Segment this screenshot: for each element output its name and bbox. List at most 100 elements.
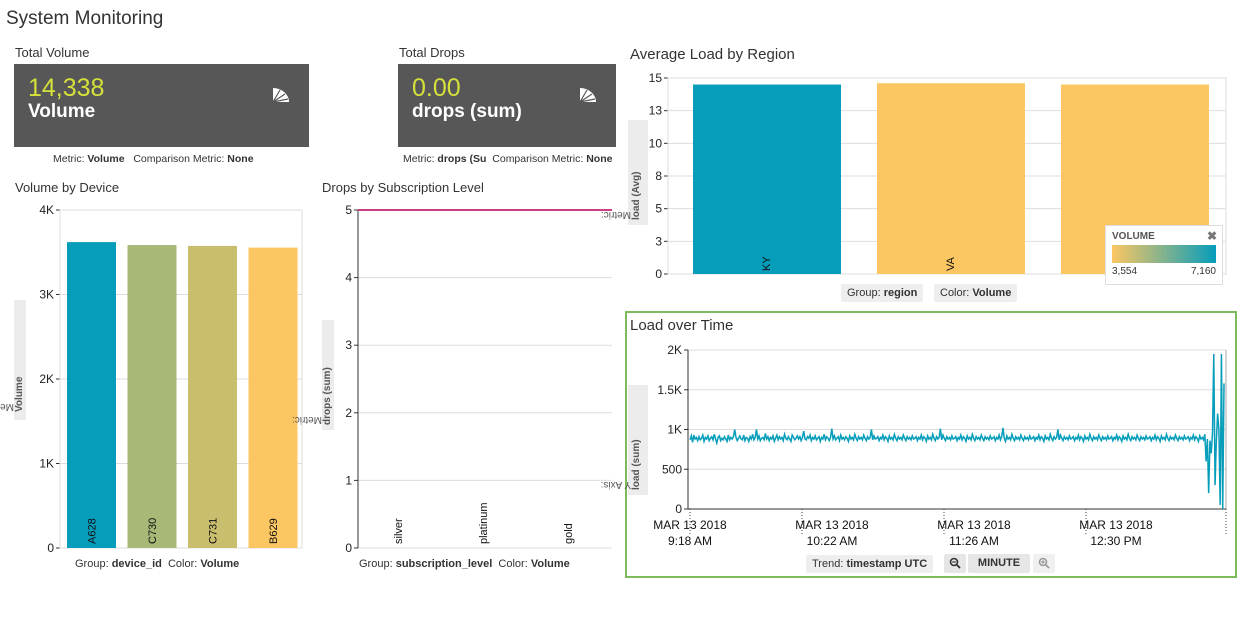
- group-value[interactable]: device_id: [111, 558, 162, 570]
- zoom-in-icon: [1038, 557, 1050, 569]
- comparison-value[interactable]: None: [586, 153, 613, 165]
- color-label: Color:: [940, 287, 970, 299]
- avg-load-region-yaxis-tab[interactable]: Metric: load (Avg): [601, 120, 648, 225]
- comparison-label: Comparison Metric:: [492, 153, 584, 165]
- metric-value[interactable]: Volume: [87, 153, 125, 165]
- group-value[interactable]: subscription_level: [395, 558, 493, 570]
- avg-load-color-pill[interactable]: Color: Volume: [934, 284, 1018, 302]
- group-label: Group:: [75, 558, 109, 570]
- volume-color-legend[interactable]: VOLUME ✖ 3,554 7,160: [1105, 225, 1223, 285]
- y-tick-label: 10: [649, 136, 663, 150]
- load-over-time-title: Load over Time: [630, 317, 734, 334]
- y-tick-label: 500: [662, 462, 682, 476]
- trend-pill[interactable]: Trend: timestamp UTC: [806, 555, 934, 573]
- y-tick-label: 4: [345, 271, 352, 285]
- yaxis-tab-value: Volume: [14, 376, 25, 412]
- group-label: Group:: [847, 287, 881, 299]
- bar-label: gold: [563, 523, 575, 544]
- y-tick-label: 1K: [39, 457, 54, 471]
- bar-label: silver: [393, 518, 405, 544]
- y-tick-label: 0: [345, 541, 352, 555]
- kpi-volume-label: Volume: [28, 101, 96, 122]
- bar-c730: [127, 245, 177, 548]
- bar-a628: [67, 242, 116, 549]
- kpi-volume-card[interactable]: 14,338 Volume: [14, 64, 309, 147]
- y-tick-label: 3K: [39, 288, 54, 302]
- bar-c731: [188, 245, 237, 548]
- group-value: region: [883, 287, 918, 299]
- pie-chart-icon[interactable]: [578, 86, 598, 104]
- color-value: Volume: [972, 287, 1012, 299]
- y-tick-label: 8: [655, 169, 662, 183]
- yaxis-tab-value: load (Avg): [631, 171, 642, 220]
- zoom-in-button[interactable]: [1033, 554, 1055, 573]
- kpi-drops-meta: Metric: drops (Su Comparison Metric: Non…: [403, 153, 616, 165]
- y-tick-label: 3: [345, 338, 352, 352]
- x-tick-label: 11:26 AM: [949, 534, 999, 548]
- color-value[interactable]: Volume: [530, 558, 570, 570]
- bar-label: A628: [87, 518, 99, 544]
- volume-by-device-footer: Group: device_id Color: Volume: [75, 558, 239, 570]
- bar-b629: [248, 247, 298, 548]
- pie-chart-icon[interactable]: [271, 86, 291, 104]
- color-label: Color:: [167, 558, 198, 570]
- y-tick-label: 2: [345, 406, 352, 420]
- load-over-time-yaxis-tab[interactable]: Y Axis: load (sum): [601, 385, 648, 495]
- volume-by-device-title: Volume by Device: [15, 180, 120, 195]
- load-over-time-frame: [625, 311, 1237, 578]
- y-tick-label: 1: [345, 473, 352, 487]
- y-tick-label: 0: [655, 267, 662, 281]
- y-tick-label: 2K: [667, 343, 682, 357]
- x-tick-label: MAR 13 2018: [937, 518, 1011, 532]
- color-label: Color:: [498, 558, 528, 570]
- y-tick-label: 15: [649, 71, 663, 85]
- page-title: System Monitoring: [6, 8, 164, 29]
- yaxis-tab-value: drops (sum): [322, 367, 333, 425]
- x-tick-label: 9:18 AM: [668, 534, 712, 548]
- yaxis-tab-label: Y Axis:: [600, 479, 631, 490]
- bar-label: C730: [147, 518, 159, 544]
- interval-button[interactable]: MINUTE: [968, 554, 1030, 573]
- y-tick-label: 3: [655, 234, 662, 248]
- comparison-label: Comparison Metric:: [133, 153, 225, 165]
- bar-label: C731: [208, 518, 220, 544]
- kpi-drops-title: Total Drops: [399, 45, 465, 60]
- trend-label: Trend:: [812, 558, 844, 570]
- drops-by-sub-yaxis-tab[interactable]: Metric: drops (sum): [292, 320, 334, 430]
- kpi-volume-meta: Metric: Volume Comparison Metric: None: [53, 153, 254, 165]
- volume-by-device-yaxis-tab[interactable]: Metric: Volume: [0, 300, 26, 420]
- y-tick-label: 5: [655, 202, 662, 216]
- drops-by-sub-chart: 0 1 2 3 4 5 silver platinum gold: [345, 203, 612, 555]
- drops-by-sub-title: Drops by Subscription Level: [322, 180, 484, 195]
- avg-load-group-pill[interactable]: Group: region: [841, 284, 924, 302]
- metric-label: Metric:: [403, 153, 435, 165]
- volume-by-device-chart: 0 1K 2K 3K 4K A628 C730 C731 B629: [39, 203, 303, 555]
- color-value[interactable]: Volume: [200, 558, 240, 570]
- interval-label: MINUTE: [977, 557, 1021, 569]
- trend-value: timestamp UTC: [846, 558, 928, 570]
- zoom-out-icon: [949, 557, 961, 569]
- y-tick-label: 0: [675, 502, 682, 516]
- x-tick-label: MAR 13 2018: [795, 518, 869, 532]
- y-tick-label: 4K: [39, 203, 54, 217]
- bar-region-VA: [877, 83, 1025, 274]
- x-tick-label: MAR 13 2018: [653, 518, 727, 532]
- bar-region-KY: [693, 84, 841, 275]
- metric-value[interactable]: drops (Su: [437, 153, 487, 165]
- close-icon[interactable]: ✖: [1206, 229, 1217, 243]
- yaxis-tab-label: Metric:: [601, 209, 631, 220]
- yaxis-tab-label: Metric:: [292, 414, 322, 425]
- kpi-drops-label: drops (sum): [412, 101, 522, 122]
- y-tick-label: 0: [47, 541, 54, 555]
- legend-gradient: [1112, 245, 1216, 263]
- bar-label: platinum: [478, 502, 490, 544]
- load-line: [689, 353, 1225, 510]
- legend-title: VOLUME: [1112, 231, 1155, 242]
- zoom-out-button[interactable]: [944, 554, 966, 573]
- bar-label: VA: [945, 256, 957, 271]
- kpi-drops-card[interactable]: 0.00 drops (sum): [398, 64, 616, 147]
- comparison-value[interactable]: None: [227, 153, 254, 165]
- metric-label: Metric:: [53, 153, 85, 165]
- y-tick-label: 5: [345, 203, 352, 217]
- legend-max: 7,160: [1190, 266, 1216, 277]
